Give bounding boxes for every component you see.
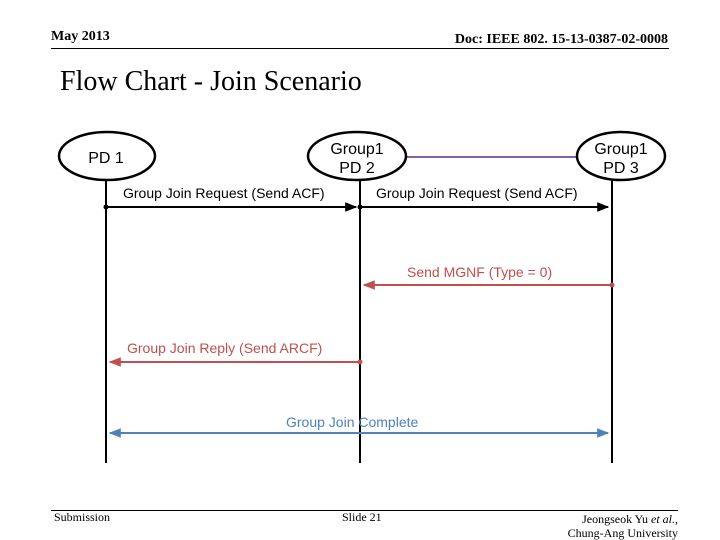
node-pd1-label: PD 1 bbox=[88, 150, 124, 167]
footer-author-line1: Jeongseok Yu et al., bbox=[568, 512, 678, 526]
footer-author: Jeongseok Yu et al., Chung-Ang Universit… bbox=[568, 512, 678, 540]
page-title: Flow Chart - Join Scenario bbox=[60, 66, 362, 97]
footer-divider bbox=[51, 510, 678, 511]
footer-submission: Submission bbox=[54, 510, 111, 524]
footer-author-comma: , bbox=[675, 512, 678, 526]
footer-slide-number: Slide 21 bbox=[342, 510, 382, 524]
node-pd3-label-line2: PD 3 bbox=[603, 160, 639, 177]
msg-join-request-1: Group Join Request (Send ACF) bbox=[123, 185, 325, 201]
header-date: May 2013 bbox=[51, 29, 110, 44]
arrow-join-request-1-start bbox=[103, 204, 109, 210]
msg-join-request-2: Group Join Request (Send ACF) bbox=[376, 185, 578, 201]
footer-author-affiliation: Chung-Ang University bbox=[567, 526, 678, 540]
node-pd2 bbox=[306, 130, 408, 182]
header-doc-id: Doc: IEEE 802. 15-13-0387-02-0008 bbox=[454, 32, 668, 47]
msg-join-complete: Group Join Complete bbox=[286, 414, 419, 430]
footer-author-etal: et al. bbox=[651, 512, 675, 526]
arrow-join-reply-start bbox=[357, 359, 363, 365]
footer-author-name: Jeongseok Yu bbox=[582, 512, 651, 526]
header-divider bbox=[51, 48, 669, 49]
node-pd3 bbox=[575, 130, 667, 182]
msg-send-mgnf: Send MGNF (Type = 0) bbox=[407, 264, 552, 280]
node-pd2-label-line2: PD 2 bbox=[339, 160, 375, 177]
msg-join-reply: Group Join Reply (Send ARCF) bbox=[127, 340, 322, 356]
arrow-send-mgnf-start bbox=[609, 282, 615, 288]
node-pd1 bbox=[57, 130, 157, 182]
node-pd3-label-line1: Group1 bbox=[594, 141, 647, 158]
arrow-join-request-2-start bbox=[357, 204, 363, 210]
node-pd2-label-line1: Group1 bbox=[330, 141, 383, 158]
